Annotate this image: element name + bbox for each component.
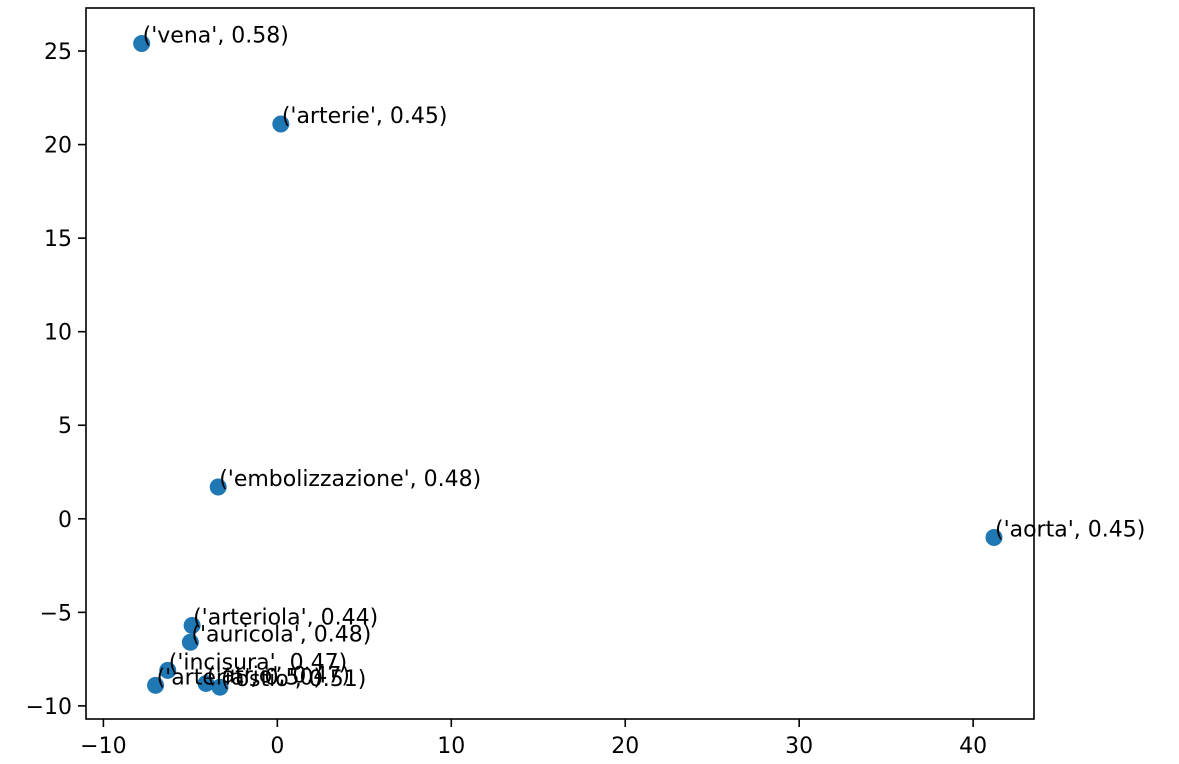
point-label: ('atrio', 0.47) — [207, 663, 350, 688]
plot-frame — [85, 7, 1035, 720]
data-point — [272, 115, 290, 133]
data-point — [183, 616, 201, 634]
point-label: ('arteria', 0.50) — [157, 665, 323, 690]
data-point — [147, 676, 165, 694]
y-tick-label: 5 — [58, 414, 72, 439]
data-point — [985, 529, 1003, 547]
point-label: ('auricola', 0.48) — [191, 622, 371, 647]
data-point — [133, 35, 151, 53]
plot-area — [86, 8, 1034, 719]
x-tick-label: −10 — [80, 734, 126, 759]
data-point — [211, 678, 229, 696]
y-tick-label: −5 — [40, 601, 72, 626]
x-axis-ticks: −10 0 10 20 30 40 — [80, 719, 987, 759]
point-label: ('incisura', 0.47) — [169, 650, 347, 675]
y-tick-label: 25 — [44, 40, 72, 65]
point-label: ('vena', 0.58) — [143, 24, 289, 49]
point-label: ('arteriola', 0.44) — [193, 605, 378, 630]
point-label: ('arterie', 0.45) — [282, 104, 448, 129]
data-point — [159, 661, 177, 679]
point-label: ('aorta', 0.45) — [995, 518, 1145, 543]
x-tick-label: 20 — [611, 734, 639, 759]
y-tick-label: 15 — [44, 227, 72, 252]
x-tick-label: 0 — [270, 734, 284, 759]
x-tick-label: 40 — [959, 734, 987, 759]
y-tick-label: −10 — [26, 695, 72, 720]
y-tick-label: 20 — [44, 134, 72, 159]
x-tick-label: 10 — [437, 734, 465, 759]
y-tick-label: 0 — [58, 508, 72, 533]
y-tick-label: 10 — [44, 321, 72, 346]
point-label: ('ostio', 0.51) — [221, 667, 366, 692]
x-tick-label: 30 — [785, 734, 813, 759]
data-point — [197, 674, 215, 692]
data-point — [209, 478, 227, 496]
point-label: ('embolizzazione', 0.48) — [219, 467, 481, 492]
points-layer — [133, 35, 1003, 696]
y-axis-ticks: −10 −5 0 5 10 15 20 25 — [26, 40, 86, 720]
point-labels-layer: ('vena', 0.58) ('arterie', 0.45) ('emboliz… — [143, 24, 1146, 693]
data-point — [181, 633, 199, 651]
